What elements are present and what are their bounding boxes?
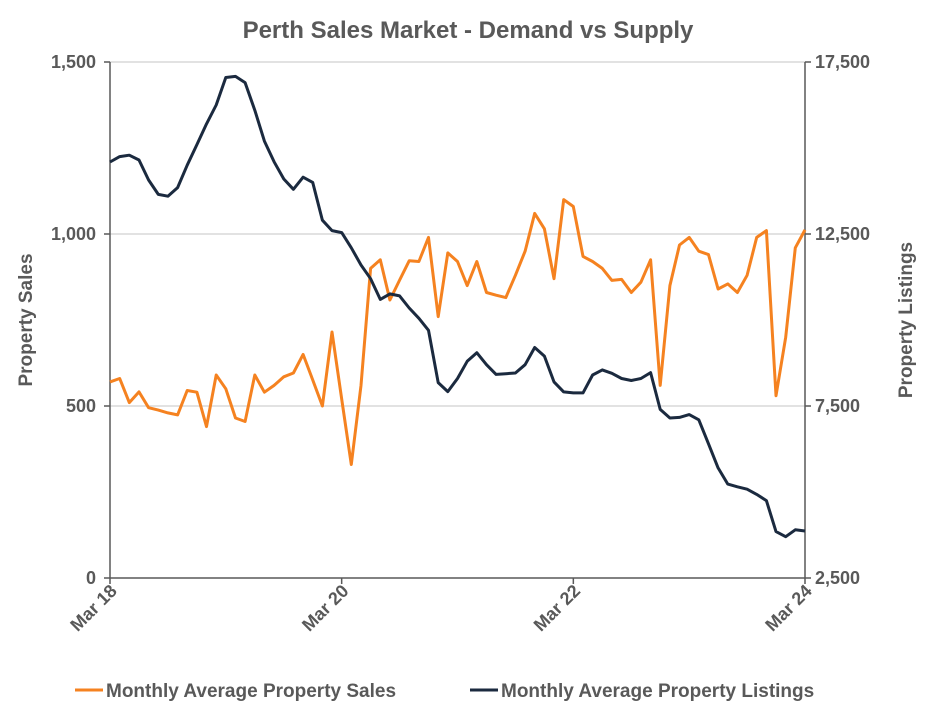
y-right-tick-label: 7,500 <box>815 396 860 416</box>
y-axis-left-title: Property Sales <box>16 253 37 386</box>
y-left-tick-label: 500 <box>66 396 96 416</box>
x-tick-label: Mar 20 <box>298 581 352 635</box>
y-right-tick-label: 2,500 <box>815 568 860 588</box>
series-line-sales <box>109 198 807 466</box>
y-left-tick-label: 0 <box>86 568 96 588</box>
x-tick-label: Mar 22 <box>530 581 584 635</box>
series-lines <box>109 74 807 539</box>
y-right-tick-label: 17,500 <box>815 52 870 72</box>
chart-title: Perth Sales Market - Demand vs Supply <box>243 17 694 44</box>
legend-label: Monthly Average Property Listings <box>501 681 814 702</box>
y-right-tick-label: 12,500 <box>815 224 870 244</box>
gridlines <box>110 61 805 407</box>
y-left-tick-label: 1,500 <box>51 52 96 72</box>
legend: Monthly Average Property Sales Monthly Av… <box>75 681 814 702</box>
series-line-listings <box>109 74 806 539</box>
legend-label: Monthly Average Property Sales <box>106 681 396 702</box>
y-left-tick-label: 1,000 <box>51 224 96 244</box>
x-tick-label: Mar 18 <box>66 581 120 635</box>
axes: 0 500 1,000 1,500 2,500 7,500 12,500 17,500 Mar … <box>51 52 870 635</box>
x-tick-label: Mar 24 <box>761 581 815 635</box>
y-axis-right-title: Property Listings <box>896 242 917 398</box>
